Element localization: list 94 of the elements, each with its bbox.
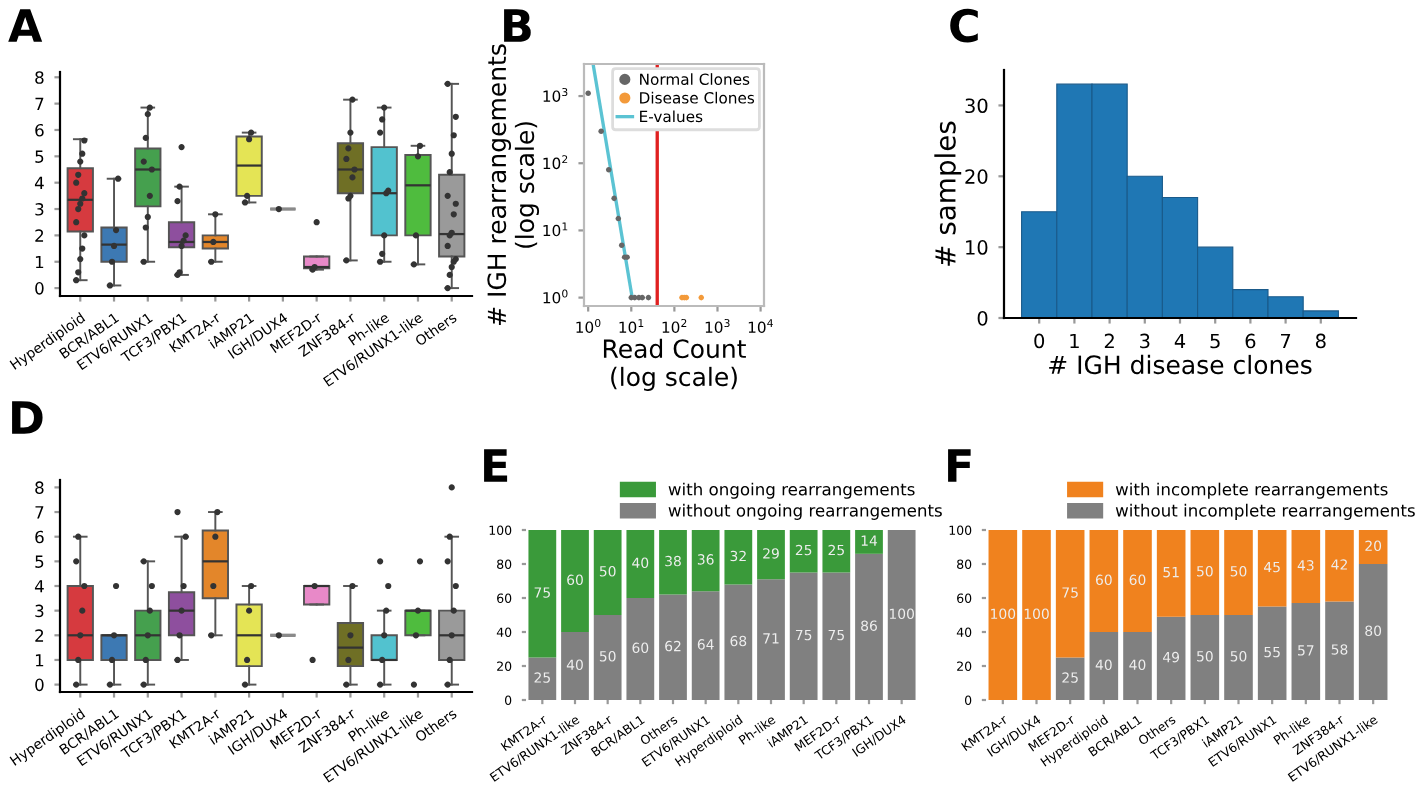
bar (1055, 530, 1085, 658)
x-tick-label: 0 (1034, 333, 1045, 349)
y-tick-label: 4 (34, 176, 44, 190)
legend-label: without ongoing rearrangements (668, 503, 942, 520)
bar (757, 530, 785, 580)
bar (691, 530, 720, 592)
bar (724, 530, 753, 585)
point (618, 242, 625, 249)
chart-title: E (484, 449, 508, 482)
bar (789, 572, 818, 700)
bar (1291, 530, 1321, 604)
point (615, 215, 622, 222)
x-tick-label: 5 (1210, 333, 1220, 349)
bar (528, 530, 557, 658)
y-tick-label: 1 (35, 654, 44, 667)
bar (1358, 530, 1388, 564)
bar (724, 584, 753, 700)
legend-label: with incomplete rearrangements (1115, 482, 1388, 499)
bar (988, 530, 1018, 700)
x-axis-title: # IGH disease clones (1049, 354, 1312, 375)
x-tick-label: 6 (1245, 333, 1256, 349)
bar (593, 530, 622, 615)
y-tick-label: 1 (35, 255, 44, 269)
y-tick-label: 8 (35, 71, 44, 84)
y-tick-label: 7 (35, 506, 44, 519)
bar (528, 657, 557, 700)
chart-title: B (504, 9, 531, 42)
bar (1089, 530, 1119, 632)
bar (1190, 615, 1220, 700)
y-tick-label: 20 (965, 169, 988, 184)
x-tick-label: 1 (1070, 333, 1079, 349)
chart-title: F (948, 449, 971, 482)
bar (1123, 632, 1152, 700)
x-tick-label: 7 (1281, 333, 1291, 349)
x-tick-label: 2 (1104, 333, 1114, 349)
point (605, 166, 612, 173)
y-tick-label: 3 (35, 604, 44, 618)
y-tick-label: 0 (35, 282, 44, 295)
bar (1325, 530, 1354, 602)
bar (1257, 606, 1287, 700)
y-tick-label: 30 (965, 98, 988, 114)
bar (1022, 530, 1051, 700)
y-tick-label: 10 (966, 240, 988, 255)
bar (1291, 603, 1321, 700)
chart-title: D (12, 401, 43, 434)
bar (822, 572, 851, 700)
x-axis-title: Read Count (log scale) (603, 338, 746, 392)
bar (1156, 530, 1186, 617)
y-tick-label: 7 (35, 97, 44, 110)
chart-title: C (950, 8, 978, 43)
y-axis-title: # samples (934, 121, 962, 266)
y-tick-label: 2 (35, 629, 44, 642)
bar (855, 553, 883, 700)
bar (1123, 530, 1152, 632)
bar (1089, 632, 1119, 700)
bar (659, 594, 687, 700)
y-tick-label: 6 (35, 123, 44, 137)
bar (626, 598, 655, 700)
bar (1156, 616, 1186, 700)
x-tick-label: 3 (1140, 333, 1150, 349)
bar (691, 591, 720, 700)
chart-title: A (8, 9, 43, 42)
y-tick-label: 4 (34, 580, 44, 593)
bar (1257, 530, 1287, 607)
y-tick-label: 3 (35, 203, 44, 216)
y-tick-label: 5 (35, 555, 44, 568)
bar (855, 530, 883, 554)
bar (593, 615, 622, 700)
bar (1190, 530, 1220, 615)
bar (561, 530, 589, 632)
bar (1224, 530, 1253, 615)
legend-label: without incomplete rearrangements (1115, 503, 1415, 520)
point (645, 294, 652, 301)
bar (887, 530, 916, 700)
y-tick-label: 0 (35, 678, 44, 692)
bar (626, 530, 655, 598)
bar (1325, 601, 1354, 700)
bar (1224, 615, 1253, 700)
bar (757, 579, 785, 700)
y-tick-label: 5 (35, 150, 44, 163)
x-tick-label: 8 (1315, 333, 1326, 349)
y-tick-label: 6 (35, 530, 44, 544)
bar (822, 530, 851, 573)
y-tick-label: 2 (35, 229, 44, 242)
y-axis-title: # IGH rearrangements (log scale) (487, 44, 540, 325)
bar (561, 632, 589, 700)
legend-label: with ongoing rearrangements (668, 482, 915, 499)
bar (659, 530, 687, 595)
x-tick-label: 4 (1174, 333, 1186, 349)
bar (789, 530, 818, 573)
y-tick-label: 8 (35, 481, 44, 494)
bar (1055, 657, 1085, 700)
bar (1358, 564, 1388, 700)
point (611, 195, 617, 202)
